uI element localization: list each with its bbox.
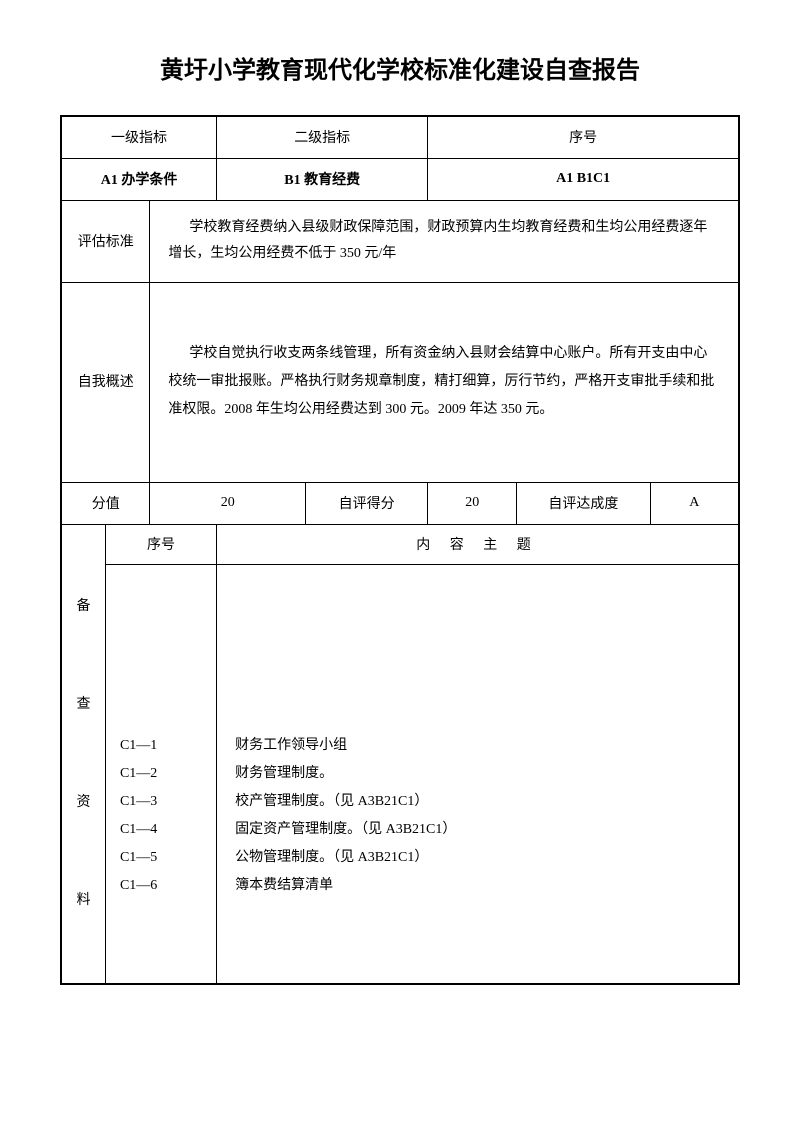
materials-content-cell: 财务工作领导小组 财务管理制度。 校产管理制度。（见 A3B21C1） 固定资产… (217, 564, 739, 984)
materials-content-header: 内 容 主 题 (217, 524, 739, 564)
score-row: 分值 20 自评得分 20 自评达成度 A (61, 482, 739, 524)
materials-seq-cell: C1—1 C1—2 C1—3 C1—4 C1—5 C1—6 (105, 564, 216, 984)
materials-content-row: C1—1 C1—2 C1—3 C1—4 C1—5 C1—6 财务工作领导小组 财… (61, 564, 739, 984)
seq-item: C1—2 (120, 760, 210, 788)
seq-item: C1—6 (120, 872, 210, 900)
score-value-label: 分值 (61, 482, 150, 524)
seq-item: C1—3 (120, 788, 210, 816)
eval-text-content: 学校教育经费纳入县级财政保障范围，财政预算内生均教育经费和生均公用经费逐年增长，… (168, 220, 707, 262)
self-score-label: 自评得分 (306, 482, 428, 524)
eval-label: 评估标准 (61, 200, 150, 282)
content-item: 财务工作领导小组 (235, 732, 732, 760)
materials-seq-list: C1—1 C1—2 C1—3 C1—4 C1—5 C1—6 (112, 647, 210, 900)
materials-header-row: 备查资料 序号 内 容 主 题 (61, 524, 739, 564)
page-title: 黄圩小学教育现代化学校标准化建设自查报告 (60, 50, 740, 85)
self-text-content: 学校自觉执行收支两条线管理，所有资金纳入县财会结算中心账户。所有开支由中心校统一… (168, 346, 714, 417)
content-item: 校产管理制度。（见 A3B21C1） (235, 788, 732, 816)
level2-label: 二级指标 (217, 116, 428, 158)
rate-label: 自评达成度 (517, 482, 650, 524)
seq-item: C1—1 (120, 732, 210, 760)
self-text: 学校自觉执行收支两条线管理，所有资金纳入县财会结算中心账户。所有开支由中心校统一… (150, 282, 739, 482)
self-score-value: 20 (428, 482, 517, 524)
level1-value: A1 办学条件 (61, 158, 217, 200)
header-values-row: A1 办学条件 B1 教育经费 A1 B1C1 (61, 158, 739, 200)
seq-item: C1—5 (120, 844, 210, 872)
content-item: 固定资产管理制度。（见 A3B21C1） (235, 816, 732, 844)
level1-label: 一级指标 (61, 116, 217, 158)
report-table: 一级指标 二级指标 序号 A1 办学条件 B1 教育经费 A1 B1C1 评估标… (60, 115, 740, 985)
seq-item: C1—4 (120, 816, 210, 844)
seq-value: A1 B1C1 (428, 158, 739, 200)
seq-label: 序号 (428, 116, 739, 158)
materials-content-list: 财务工作领导小组 财务管理制度。 校产管理制度。（见 A3B21C1） 固定资产… (223, 647, 732, 900)
header-labels-row: 一级指标 二级指标 序号 (61, 116, 739, 158)
content-item: 财务管理制度。 (235, 760, 732, 788)
self-description-row: 自我概述 学校自觉执行收支两条线管理，所有资金纳入县财会结算中心账户。所有开支由… (61, 282, 739, 482)
evaluation-row: 评估标准 学校教育经费纳入县级财政保障范围，财政预算内生均教育经费和生均公用经费… (61, 200, 739, 282)
rate-value: A (650, 482, 739, 524)
materials-side-label: 备查资料 (61, 524, 105, 984)
level2-value: B1 教育经费 (217, 158, 428, 200)
content-item: 簿本费结算清单 (235, 872, 732, 900)
content-item: 公物管理制度。（见 A3B21C1） (235, 844, 732, 872)
materials-seq-header: 序号 (105, 524, 216, 564)
eval-text: 学校教育经费纳入县级财政保障范围，财政预算内生均教育经费和生均公用经费逐年增长，… (150, 200, 739, 282)
score-value: 20 (150, 482, 306, 524)
self-label: 自我概述 (61, 282, 150, 482)
